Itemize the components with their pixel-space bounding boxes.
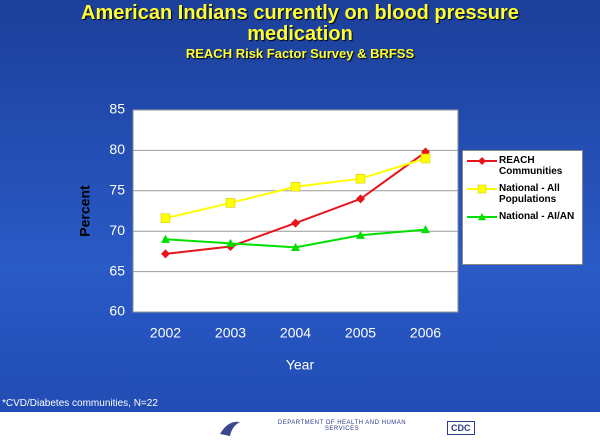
y-tick-label: 80 <box>109 141 125 157</box>
marker <box>421 225 430 234</box>
hhs-logo <box>220 421 240 436</box>
chart-subtitle: REACH Risk Factor Survey & BRFSS <box>185 46 415 61</box>
y-tick-label: 75 <box>109 182 125 198</box>
legend-swatch <box>467 157 497 165</box>
plot-area <box>132 109 459 313</box>
cdc-logo: CDC <box>447 421 475 435</box>
marker <box>477 184 487 194</box>
y-tick-label: 70 <box>109 222 125 238</box>
x-tick-label: 2006 <box>410 325 441 341</box>
marker <box>478 213 486 221</box>
y-tick-label: 65 <box>109 262 125 278</box>
marker <box>161 234 170 243</box>
legend-item: National - AI/AN <box>465 211 580 223</box>
legend-swatch <box>467 184 497 194</box>
x-tick-label: 2002 <box>150 325 181 341</box>
y-axis-label: Percent <box>77 185 93 237</box>
marker <box>226 238 235 247</box>
x-tick-label: 2005 <box>345 325 376 341</box>
footer: Department of Health and Human Services … <box>0 412 600 444</box>
marker <box>290 182 301 192</box>
marker <box>291 218 300 228</box>
legend-item: National - All Populations <box>465 183 580 205</box>
chart-title: American Indians currently on blood pres… <box>81 2 519 45</box>
x-tick-label: 2004 <box>280 325 311 341</box>
marker <box>160 213 171 224</box>
legend-label: National - AI/AN <box>499 211 575 222</box>
legend-swatch <box>467 213 497 221</box>
marker <box>420 153 431 164</box>
y-tick-label: 60 <box>109 303 125 319</box>
marker <box>161 249 170 259</box>
marker <box>356 230 365 239</box>
marker <box>225 198 236 208</box>
marker <box>355 173 366 184</box>
legend-item: REACH Communities <box>465 155 580 177</box>
legend-label: National - All Populations <box>499 183 560 205</box>
marker <box>478 157 486 165</box>
marker <box>356 194 365 204</box>
x-axis-label: Year <box>286 357 315 373</box>
footnote: *CVD/Diabetes communities, N=22 <box>2 398 158 409</box>
x-tick-label: 2003 <box>215 325 246 341</box>
legend: REACH Communities National - All Populati… <box>462 150 583 265</box>
legend-label: REACH Communities <box>499 155 563 177</box>
marker <box>291 242 300 251</box>
y-tick-label: 85 <box>109 101 125 117</box>
agency-name: Department of Health and Human Services <box>277 420 407 432</box>
